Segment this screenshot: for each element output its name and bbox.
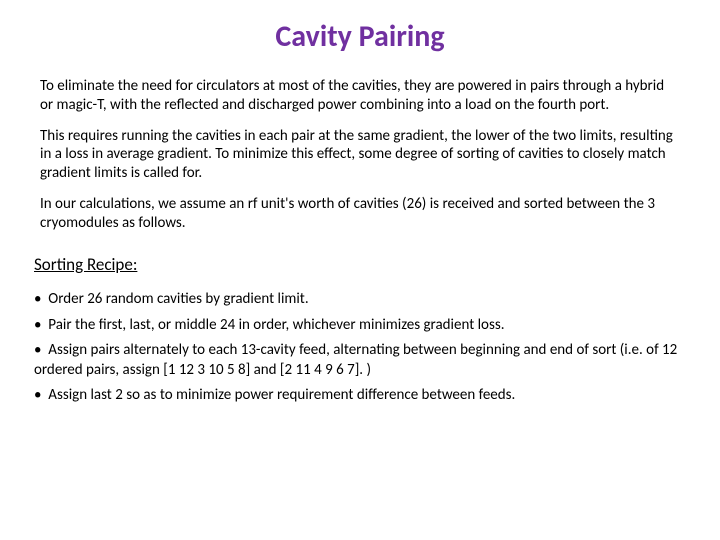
bullet-1: • Order 26 random cavities by gradient l… <box>34 289 680 309</box>
slide-title: Cavity Pairing <box>140 18 580 55</box>
paragraph-3: In our calculations, we assume an rf uni… <box>40 195 680 233</box>
bullet-text: Assign last 2 so as to minimize power re… <box>48 386 515 404</box>
sorting-recipe-heading: Sorting Recipe: <box>34 254 680 275</box>
bullet-3: • Assign pairs alternately to each 13-ca… <box>34 340 680 381</box>
paragraph-2: This requires running the cavities in ea… <box>40 127 680 183</box>
bullet-marker: • <box>34 341 41 359</box>
bullet-4: • Assign last 2 so as to minimize power … <box>34 385 680 405</box>
bullet-text: Order 26 random cavities by gradient lim… <box>48 290 308 308</box>
bullet-marker: • <box>34 386 41 404</box>
bullet-text: Pair the first, last, or middle 24 in or… <box>48 316 504 334</box>
paragraph-1: To eliminate the need for circulators at… <box>40 77 680 115</box>
bullet-2: • Pair the first, last, or middle 24 in … <box>34 315 680 335</box>
bullet-marker: • <box>34 316 41 334</box>
bullet-marker: • <box>34 290 41 308</box>
bullet-text: Assign pairs alternately to each 13-cavi… <box>34 341 677 379</box>
